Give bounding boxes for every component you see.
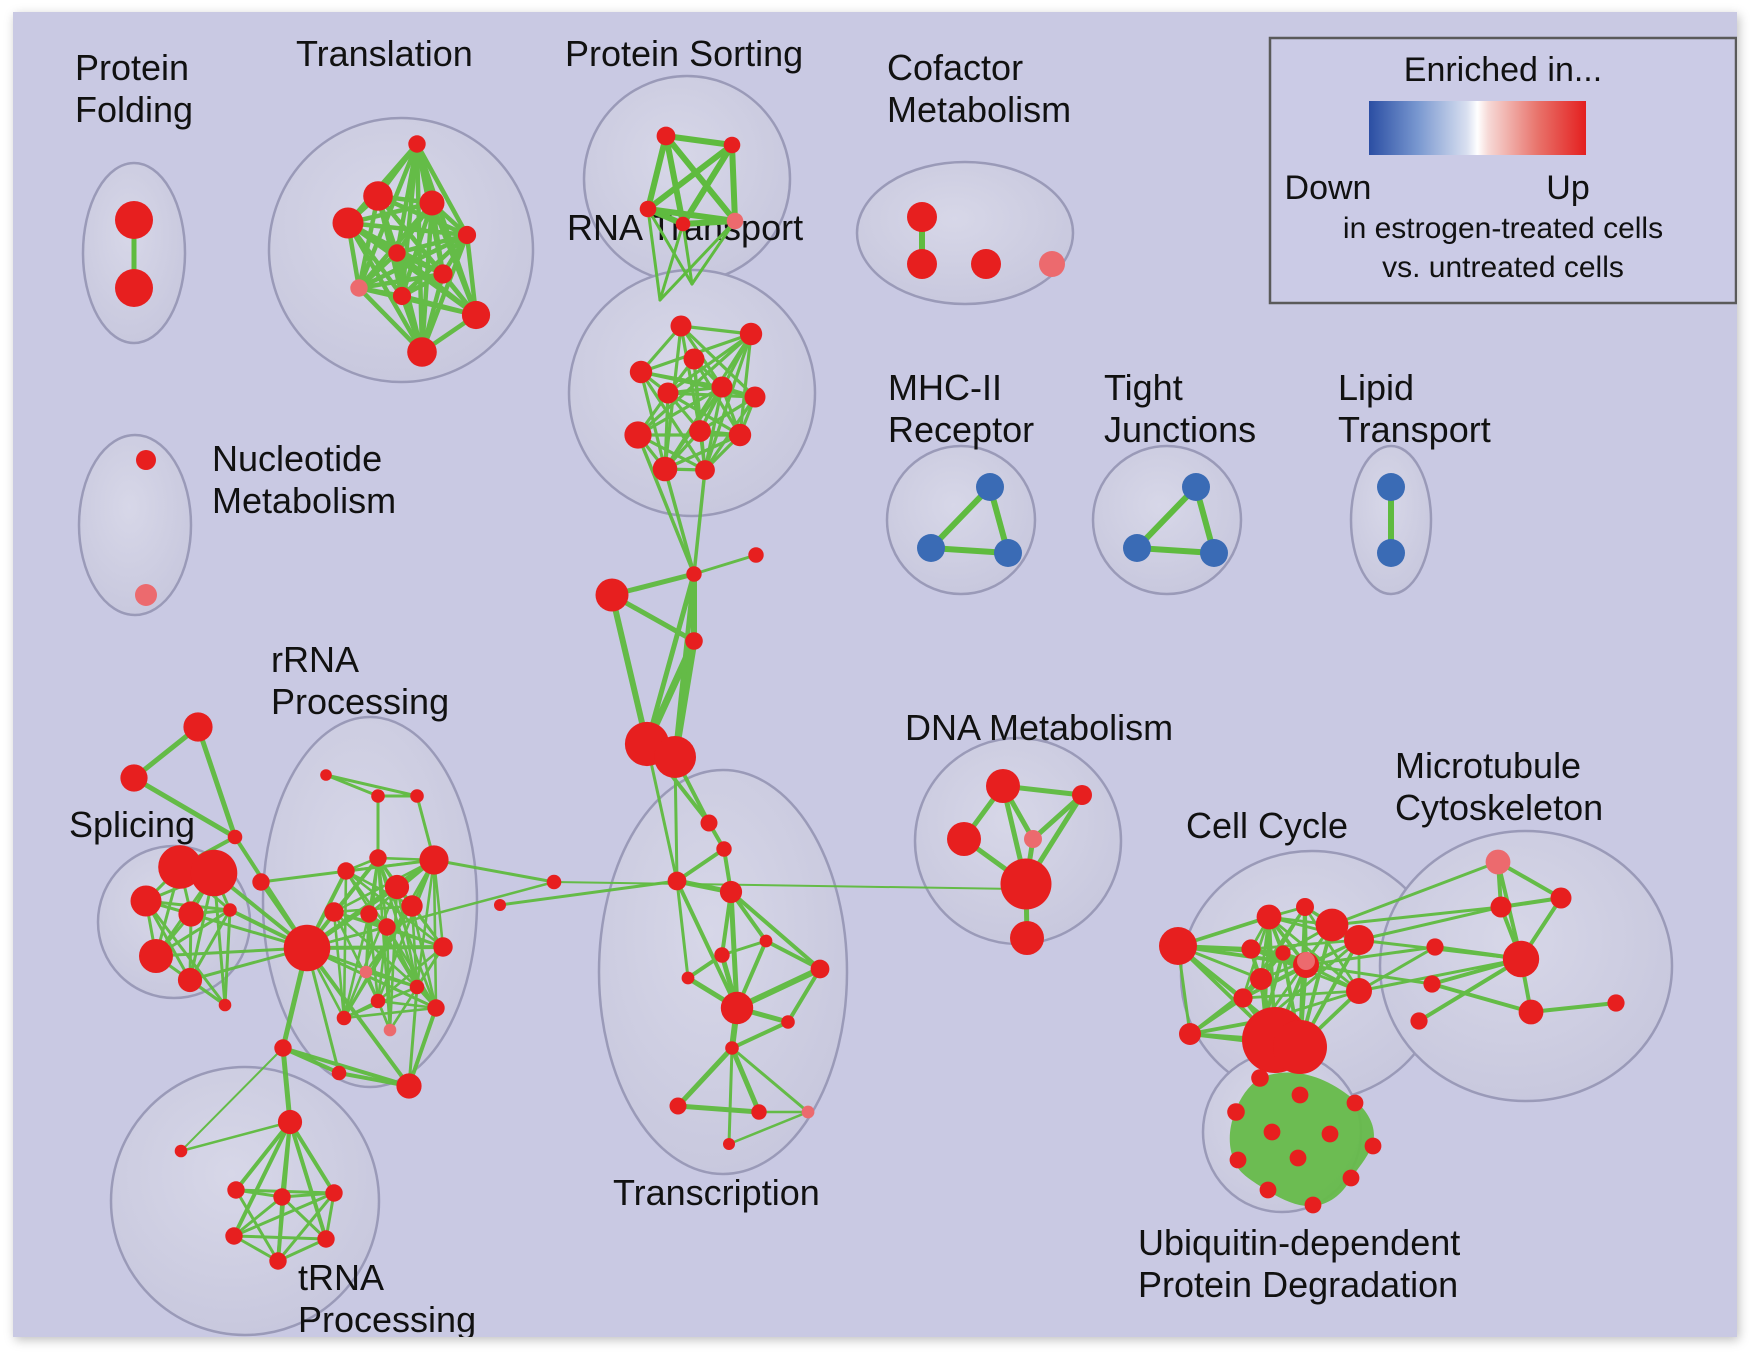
- svg-text:Lipid: Lipid: [1338, 367, 1414, 408]
- svg-text:Protein Sorting: Protein Sorting: [565, 33, 803, 74]
- svg-text:vs. untreated cells: vs. untreated cells: [1382, 251, 1624, 284]
- svg-text:Down: Down: [1285, 169, 1372, 207]
- svg-text:Up: Up: [1546, 169, 1589, 207]
- svg-text:Transcription: Transcription: [613, 1172, 820, 1213]
- svg-text:Folding: Folding: [75, 89, 193, 130]
- svg-text:Processing: Processing: [298, 1299, 476, 1337]
- svg-text:Ubiquitin-dependent: Ubiquitin-dependent: [1138, 1222, 1460, 1263]
- svg-text:Transport: Transport: [1338, 409, 1491, 450]
- svg-text:Nucleotide: Nucleotide: [212, 438, 382, 479]
- svg-text:DNA Metabolism: DNA Metabolism: [905, 707, 1173, 748]
- svg-text:Metabolism: Metabolism: [212, 480, 396, 521]
- svg-text:Splicing: Splicing: [69, 804, 195, 845]
- svg-text:Junctions: Junctions: [1104, 409, 1256, 450]
- svg-text:Microtubule: Microtubule: [1395, 745, 1581, 786]
- svg-text:Cell Cycle: Cell Cycle: [1186, 805, 1348, 846]
- svg-text:rRNA: rRNA: [271, 639, 359, 680]
- svg-text:Protein Degradation: Protein Degradation: [1138, 1264, 1458, 1305]
- svg-text:Processing: Processing: [271, 681, 449, 722]
- svg-text:in estrogen-treated cells: in estrogen-treated cells: [1343, 212, 1663, 245]
- svg-text:Protein: Protein: [75, 47, 189, 88]
- svg-text:MHC-II: MHC-II: [888, 367, 1002, 408]
- svg-text:Translation: Translation: [296, 33, 473, 74]
- svg-text:Metabolism: Metabolism: [887, 89, 1071, 130]
- svg-text:Tight: Tight: [1104, 367, 1183, 408]
- svg-text:Cofactor: Cofactor: [887, 47, 1023, 88]
- svg-text:Cytoskeleton: Cytoskeleton: [1395, 787, 1603, 828]
- svg-text:tRNA: tRNA: [298, 1257, 384, 1298]
- svg-text:Receptor: Receptor: [888, 409, 1034, 450]
- svg-text:Enriched in...: Enriched in...: [1404, 51, 1602, 89]
